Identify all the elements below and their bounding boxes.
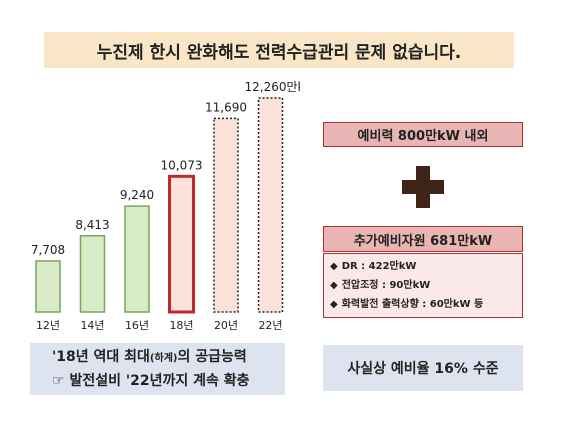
category-label: 18년 [169, 319, 193, 332]
category-label: 22년 [258, 319, 282, 332]
note-line-1: '18년 역대 최대(하계)의 공급능력 [52, 349, 247, 365]
value-label: 10,073 [161, 158, 203, 172]
bar-22년 [257, 97, 284, 313]
extra-reserve-header: 추가예비자원 681만kW [323, 226, 523, 252]
category-label: 12년 [36, 319, 60, 332]
diamond-bullet-icon: ◆ [330, 280, 338, 291]
value-label: 9,240 [120, 188, 154, 202]
bar-16년 [124, 205, 150, 313]
reserve-rate-box: 사실상 예비율 16% 수준 [323, 345, 523, 391]
pointing-hand-icon: ☞ [52, 373, 65, 389]
diamond-bullet-icon: ◆ [330, 261, 338, 272]
category-label: 14년 [80, 319, 104, 332]
extra-reserve-list: ◆ DR : 422만kW ◆ 전압조정 : 90만kW ◆ 화력발전 출력상향 : … [323, 253, 523, 318]
category-label: 16년 [125, 319, 149, 332]
plus-icon [402, 166, 444, 208]
supply-note-box: '18년 역대 최대(하계)의 공급능력 ☞ 발전설비 '22년까지 계속 확충 [30, 343, 285, 395]
extra-reserve-item: ◆ DR : 422만kW [330, 257, 522, 276]
capacity-bar-chart: 7,708 12년 8,413 14년 9,240 16년 10,073 18년 11,690 2… [31, 80, 301, 332]
value-label: 7,708 [31, 243, 65, 257]
value-label: 11,690 [205, 100, 247, 114]
bar-14년 [79, 235, 106, 313]
bar-20년 [213, 117, 239, 313]
extra-reserve-item: ◆ 전압조정 : 90만kW [330, 276, 522, 295]
value-label: 12,260만kW [245, 80, 301, 94]
value-label: 8,413 [75, 218, 109, 232]
page-title: 누진제 한시 완화해도 전력수급관리 문제 없습니다. [44, 32, 514, 68]
bar-12년 [35, 260, 61, 313]
reserve-label-box: 예비력 800만kW 내외 [323, 122, 523, 147]
extra-reserve-item: ◆ 화력발전 출력상향 : 60만kW 등 [330, 295, 522, 314]
diamond-bullet-icon: ◆ [330, 299, 338, 310]
note-line-2: ☞ 발전설비 '22년까지 계속 확충 [52, 373, 250, 389]
category-label: 20년 [214, 319, 238, 332]
bar-18년 [168, 174, 195, 314]
